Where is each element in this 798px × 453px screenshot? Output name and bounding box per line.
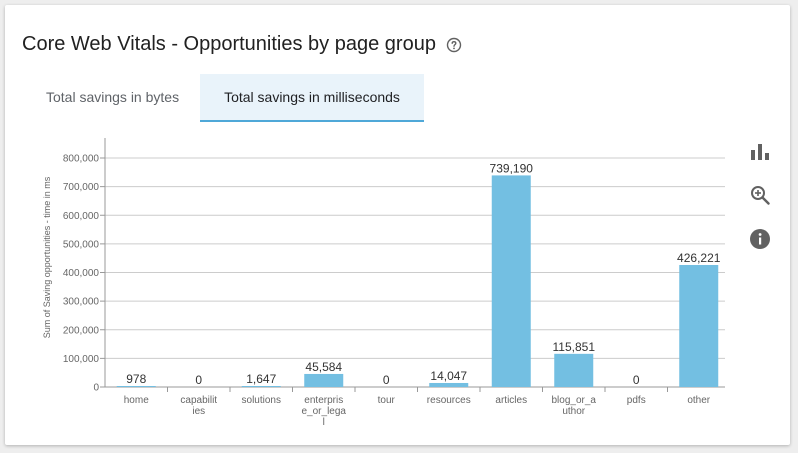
data-label: 0 [383, 373, 390, 387]
x-tick-label: other [687, 395, 710, 406]
x-tick-label: enterpris [304, 395, 343, 406]
y-tick-label: 100,000 [63, 354, 100, 365]
x-tick-label: resources [427, 395, 471, 406]
data-label: 0 [633, 373, 640, 387]
data-label: 45,584 [305, 360, 342, 374]
x-tick-label: tour [378, 395, 396, 406]
chart-toolbar [749, 140, 771, 272]
bar [241, 386, 281, 387]
y-tick-label: 400,000 [63, 268, 100, 279]
card-header: Core Web Vitals - Opportunities by page … [22, 33, 462, 56]
x-tick-label: solutions [242, 395, 281, 406]
x-tick-label: pdfs [627, 395, 646, 406]
bar [304, 373, 344, 387]
y-tick-label: 0 [93, 383, 99, 394]
y-tick-label: 800,000 [63, 154, 100, 165]
bar [679, 264, 719, 387]
data-label: 14,047 [430, 369, 467, 383]
x-tick-label: l [323, 417, 325, 428]
zoom-in-icon[interactable] [749, 184, 771, 206]
tab-savings-bytes[interactable]: Total savings in bytes [46, 89, 180, 105]
data-label: 1,647 [246, 372, 276, 386]
data-label: 115,851 [553, 340, 596, 354]
info-icon[interactable] [749, 228, 771, 250]
card-title: Core Web Vitals - Opportunities by page … [22, 33, 436, 55]
x-tick-label: capabilit [180, 395, 217, 406]
x-tick-label: uthor [562, 406, 585, 417]
bar [429, 382, 469, 387]
x-tick-label: e_or_lega [302, 406, 347, 417]
x-tick-label: ies [192, 406, 205, 417]
metric-tabs: Total savings in bytes Total savings in … [25, 74, 424, 122]
help-circle-icon[interactable] [446, 37, 462, 53]
y-axis-label: Sum of Saving opportunities - time in ms [42, 176, 52, 338]
opportunities-card: Core Web Vitals - Opportunities by page … [5, 5, 790, 445]
y-tick-label: 500,000 [63, 239, 100, 250]
x-tick-label: home [124, 395, 149, 406]
bar [554, 353, 594, 387]
bar [116, 386, 156, 387]
y-tick-label: 700,000 [63, 182, 100, 193]
data-label: 978 [126, 372, 146, 386]
data-label: 0 [195, 373, 202, 387]
y-tick-label: 200,000 [63, 325, 100, 336]
y-tick-label: 300,000 [63, 297, 100, 308]
bar [491, 175, 531, 387]
y-tick-label: 600,000 [63, 211, 100, 222]
x-tick-label: articles [495, 395, 527, 406]
data-label: 739,190 [490, 161, 534, 175]
x-tick-label: blog_or_a [552, 395, 597, 406]
data-label: 426,221 [677, 251, 721, 265]
tab-savings-milliseconds[interactable]: Total savings in milliseconds [200, 74, 424, 122]
bar-chart: 0 100,000 200,000 300,000 400,000 500,000 600,… [42, 138, 725, 428]
bar-chart-icon[interactable] [749, 140, 771, 162]
